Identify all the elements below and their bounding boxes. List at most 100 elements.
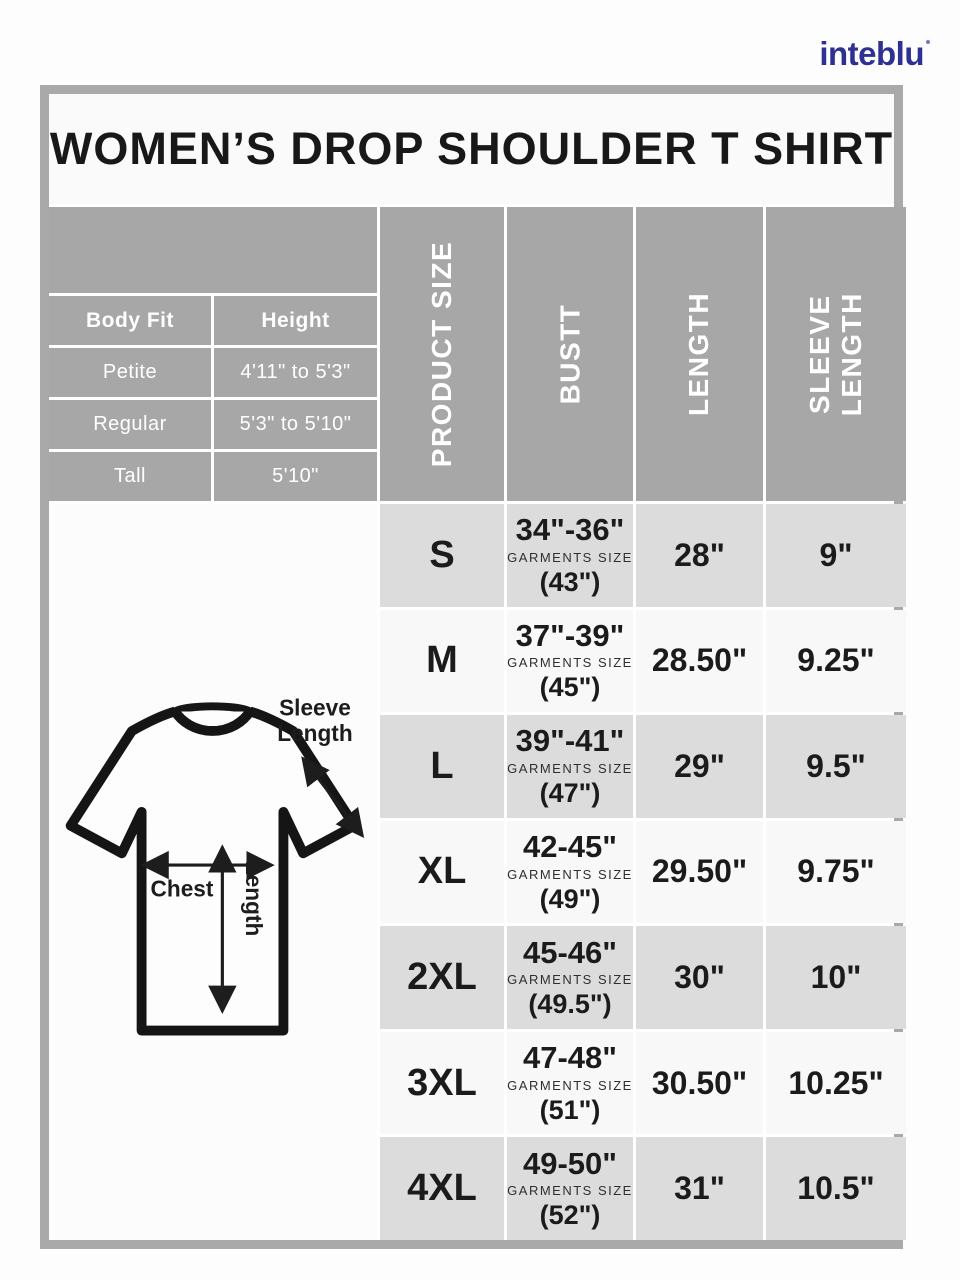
column-header-label: SLEEVE LENGTH xyxy=(803,291,867,417)
height-value: 5'3" to 5'10" xyxy=(214,400,377,449)
title-band: WOMEN’S DROP SHOULDER T SHIRT xyxy=(49,94,894,204)
sleeve-length-cell: 10.5" xyxy=(766,1137,906,1240)
sleeve-length-value: 10.25" xyxy=(788,1064,884,1101)
column-header-length: LENGTH xyxy=(636,207,763,501)
sleeve-length-cell: 9.5" xyxy=(766,715,906,818)
product-size-cell: 4XL xyxy=(380,1137,504,1240)
height-header: Height xyxy=(214,296,377,345)
size-value: 4XL xyxy=(407,1167,477,1210)
size-value: 2XL xyxy=(407,956,477,999)
sleeve-length-label-line2: Length xyxy=(277,720,352,746)
sleeve-length-cell: 9" xyxy=(766,504,906,607)
registered-mark-dot xyxy=(926,40,930,44)
bust-cell: 39"-41" GARMENTS SIZE (47") xyxy=(507,715,633,818)
length-label: Length xyxy=(241,861,267,936)
body-fit-value: Tall xyxy=(49,452,211,501)
garment-bust-value: (47") xyxy=(539,778,601,809)
length-value: 29" xyxy=(674,747,725,784)
size-value: S xyxy=(429,533,455,576)
chest-label: Chest xyxy=(151,876,214,902)
body-fit-value: Petite xyxy=(49,348,211,397)
length-value: 30.50" xyxy=(651,1064,748,1101)
product-size-cell: 2XL xyxy=(380,926,504,1029)
column-header-product-size: PRODUCT SIZE xyxy=(380,207,504,501)
bust-range-value: 49-50" xyxy=(523,1145,617,1181)
garments-size-label: GARMENTS SIZE xyxy=(507,972,633,988)
brand-logo-text: inteblu xyxy=(819,35,924,72)
brand-logo: inteblu xyxy=(819,26,930,70)
bust-cell: 34"-36" GARMENTS SIZE (43") xyxy=(507,504,633,607)
product-size-cell: 3XL xyxy=(380,1031,504,1135)
column-header-label: BUSTT xyxy=(553,303,585,405)
bust-range-value: 34"-36" xyxy=(515,512,625,548)
page-title: WOMEN’S DROP SHOULDER T SHIRT xyxy=(49,123,894,174)
sleeve-length-value: 10" xyxy=(810,959,862,996)
garments-size-label: GARMENTS SIZE xyxy=(507,866,633,882)
garments-size-label: GARMENTS SIZE xyxy=(507,655,633,671)
column-header-label: LENGTH xyxy=(683,291,715,417)
length-cell: 28.50" xyxy=(636,609,763,713)
product-size-cell: XL xyxy=(380,820,504,924)
garment-bust-value: (52") xyxy=(539,1200,601,1231)
bust-cell: 47-48" GARMENTS SIZE (51") xyxy=(507,1031,633,1135)
bust-cell: 49-50" GARMENTS SIZE (52") xyxy=(507,1137,633,1240)
garment-bust-value: (49.5") xyxy=(528,989,612,1020)
height-value: 4'11" to 5'3" xyxy=(214,348,377,397)
length-cell: 29" xyxy=(636,715,763,818)
tshirt-measurement-diagram: Sleeve Length Chest Length xyxy=(49,504,377,1240)
sleeve-length-cell: 9.75" xyxy=(766,820,906,924)
size-value: 3XL xyxy=(407,1061,477,1104)
garment-bust-value: (51") xyxy=(539,1094,601,1125)
body-fit-table: Body Fit Height Petite 4'11" to 5'3" Regul… xyxy=(49,296,377,501)
body-fit-value: Regular xyxy=(49,400,211,449)
garments-size-label: GARMENTS SIZE xyxy=(507,1183,633,1199)
body-fit-header: Body Fit xyxy=(49,296,211,345)
garment-bust-value: (43") xyxy=(539,566,601,597)
product-size-cell: L xyxy=(380,715,504,818)
bust-cell: 42-45" GARMENTS SIZE (49") xyxy=(507,820,633,924)
bust-range-value: 42-45" xyxy=(523,829,617,865)
size-value: L xyxy=(430,744,454,787)
sleeve-length-arrow xyxy=(301,756,365,839)
height-value: 5'10" xyxy=(214,452,377,501)
length-cell: 30" xyxy=(636,926,763,1029)
garment-bust-value: (49") xyxy=(539,883,601,914)
body-fit-panel: Body Fit Height Petite 4'11" to 5'3" Regul… xyxy=(49,207,377,501)
column-header-bust: BUSTT xyxy=(507,207,633,501)
column-header-sleeve-length: SLEEVE LENGTH xyxy=(766,207,906,501)
sleeve-length-value: 9.75" xyxy=(797,853,875,890)
sleeve-length-value: 10.5" xyxy=(797,1170,875,1207)
length-cell: 28" xyxy=(636,504,763,607)
product-size-cell: M xyxy=(380,609,504,713)
garments-size-label: GARMENTS SIZE xyxy=(507,1077,633,1093)
product-size-cell: S xyxy=(380,504,504,607)
sleeve-length-cell: 10.25" xyxy=(766,1031,906,1135)
bust-range-value: 47-48" xyxy=(523,1040,617,1076)
bust-cell: 45-46" GARMENTS SIZE (49.5") xyxy=(507,926,633,1029)
size-value: XL xyxy=(417,850,467,893)
body-fit-spacer xyxy=(49,207,377,293)
size-chart-table: Body Fit Height Petite 4'11" to 5'3" Regul… xyxy=(49,207,906,1240)
bust-cell: 37"-39" GARMENTS SIZE (45") xyxy=(507,609,633,713)
sleeve-length-label-line1: Sleeve xyxy=(279,694,351,720)
length-value: 28" xyxy=(674,536,725,573)
length-value: 28.50" xyxy=(651,642,748,679)
bust-range-value: 45-46" xyxy=(523,934,617,970)
length-value: 30" xyxy=(674,959,725,996)
length-value: 31" xyxy=(674,1170,725,1207)
bust-range-value: 39"-41" xyxy=(515,723,625,759)
size-value: M xyxy=(426,639,458,682)
sleeve-length-cell: 9.25" xyxy=(766,609,906,713)
length-cell: 30.50" xyxy=(636,1031,763,1135)
sleeve-length-value: 9.5" xyxy=(806,747,866,784)
sleeve-length-value: 9" xyxy=(819,536,853,573)
size-chart-box: WOMEN’S DROP SHOULDER T SHIRT Body Fit H… xyxy=(40,85,906,1249)
sleeve-length-value: 9.25" xyxy=(797,642,875,679)
length-cell: 29.50" xyxy=(636,820,763,924)
length-cell: 31" xyxy=(636,1137,763,1240)
length-value: 29.50" xyxy=(651,853,748,890)
column-header-label: PRODUCT SIZE xyxy=(426,240,457,468)
garments-size-label: GARMENTS SIZE xyxy=(507,761,633,777)
sleeve-length-cell: 10" xyxy=(766,926,906,1029)
garments-size-label: GARMENTS SIZE xyxy=(507,549,633,565)
